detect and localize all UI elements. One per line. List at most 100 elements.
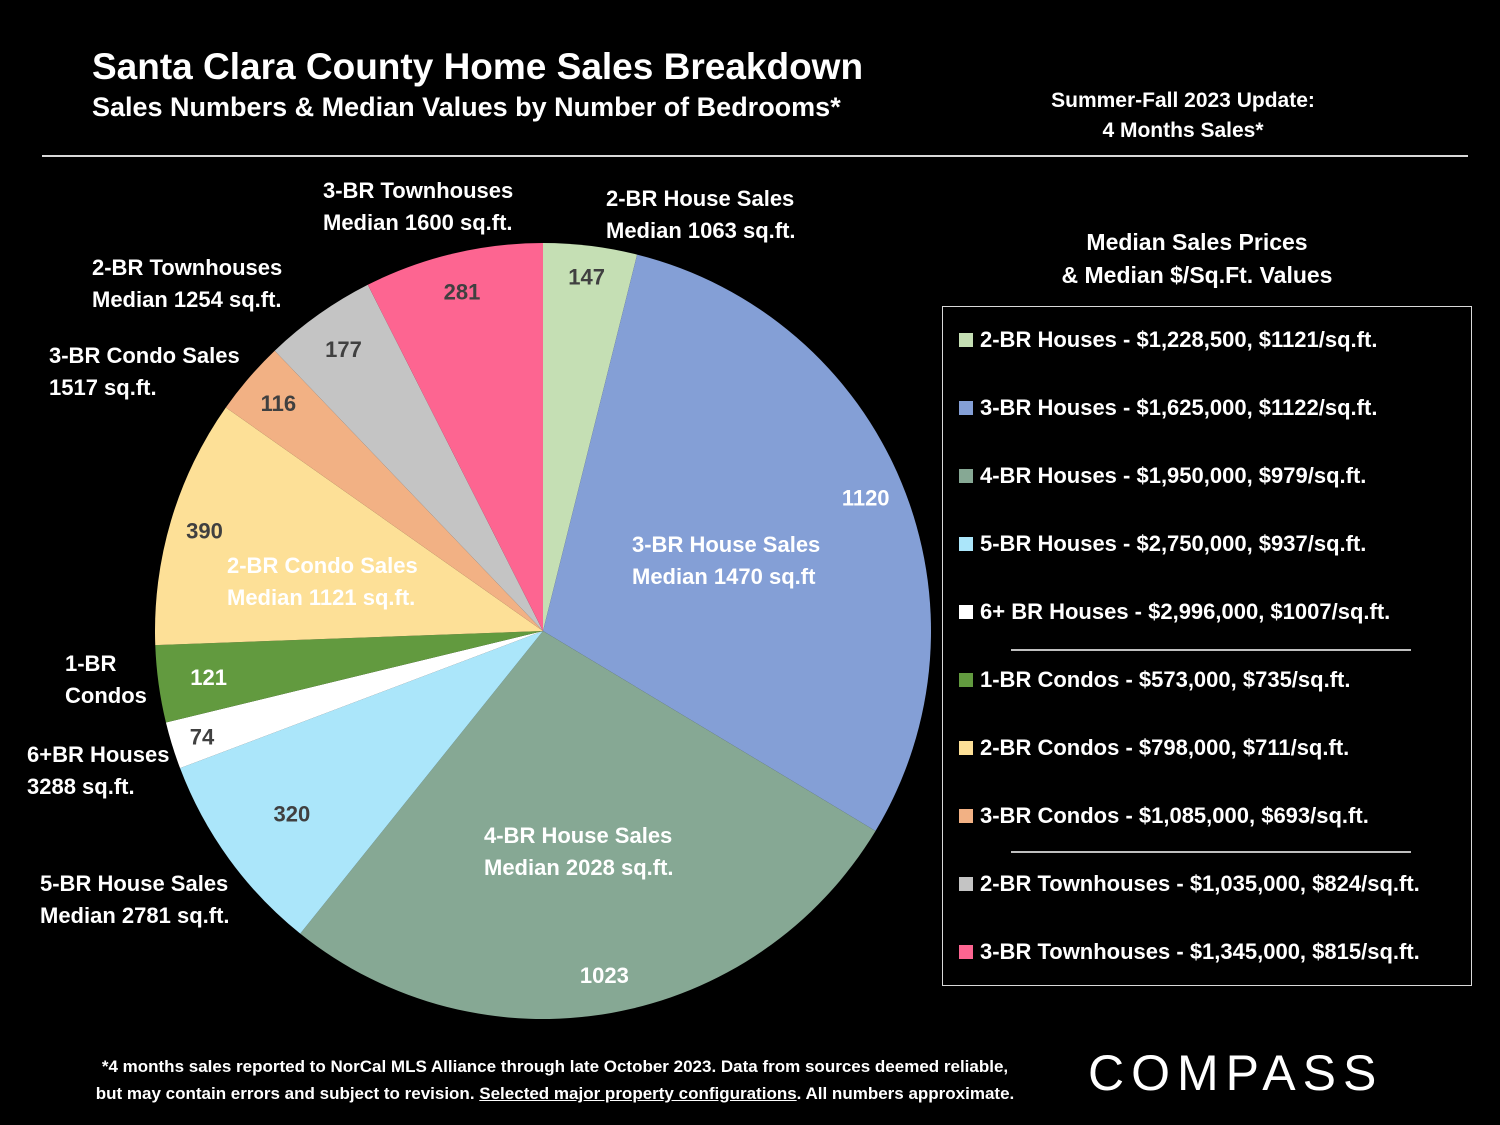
pie-slice-1br-condo bbox=[155, 631, 544, 723]
legend-item-3br-townhouses: 3-BR Townhouses - $1,345,000, $815/sq.ft… bbox=[959, 939, 1420, 965]
legend-item-label: 6+ BR Houses - $2,996,000, $1007/sq.ft. bbox=[980, 599, 1391, 624]
legend-item-5br-houses: 5-BR Houses - $2,750,000, $937/sq.ft. bbox=[959, 531, 1366, 557]
update-line-2: 4 Months Sales* bbox=[1102, 119, 1264, 142]
pie-value-1br-condo: 121 bbox=[190, 665, 227, 690]
pie-label-3br-townhouse: 3-BR Townhouses Median 1600 sq.ft. bbox=[323, 178, 513, 235]
pie-label-line: 3-BR House Sales bbox=[632, 532, 820, 557]
pie-label-5br-house: 5-BR House Sales Median 2781 sq.ft. bbox=[40, 871, 230, 928]
pie-slice-3br-house bbox=[543, 254, 931, 831]
footnote-link[interactable]: Selected major property configurations bbox=[479, 1084, 797, 1103]
update-note: Summer-Fall 2023 Update: 4 Months Sales* bbox=[1030, 86, 1336, 146]
legend-swatch bbox=[959, 469, 973, 483]
pie-label-line: 2-BR Townhouses bbox=[92, 255, 282, 280]
pie-value-6br-house: 74 bbox=[190, 724, 215, 749]
pie-label-3br-condo: 3-BR Condo Sales 1517 sq.ft. bbox=[49, 343, 240, 400]
pie-label-line: 4-BR House Sales bbox=[484, 823, 672, 848]
pie-label-2br-house: 2-BR House Sales Median 1063 sq.ft. bbox=[606, 186, 796, 243]
legend-item-label: 3-BR Houses - $1,625,000, $1122/sq.ft. bbox=[980, 395, 1378, 420]
footnote-text-end: . All numbers approximate. bbox=[796, 1084, 1015, 1103]
legend-swatch bbox=[959, 741, 973, 755]
pie-value-2br-house: 147 bbox=[568, 265, 605, 290]
legend-item-label: 2-BR Townhouses - $1,035,000, $824/sq.ft… bbox=[980, 871, 1420, 896]
pie-label-line: 6+BR Houses bbox=[27, 742, 169, 767]
pie-value-3br-condo: 116 bbox=[261, 391, 297, 416]
legend-swatch bbox=[959, 333, 973, 347]
legend-swatch bbox=[959, 809, 973, 823]
legend-item-label: 1-BR Condos - $573,000, $735/sq.ft. bbox=[980, 667, 1351, 692]
pie-label-6br-house: 6+BR Houses 3288 sq.ft. bbox=[27, 742, 169, 799]
legend-item-label: 2-BR Condos - $798,000, $711/sq.ft. bbox=[980, 735, 1350, 760]
pie-label-line: Median 1470 sq.ft bbox=[632, 564, 816, 589]
legend-divider bbox=[1011, 649, 1411, 651]
legend-item-2br-condos: 2-BR Condos - $798,000, $711/sq.ft. bbox=[959, 735, 1349, 761]
pie-label-line: Median 1600 sq.ft. bbox=[323, 210, 513, 235]
pie-category-labels: 2-BR House Sales Median 1063 sq.ft. 3-BR H… bbox=[27, 178, 820, 928]
footnote: *4 months sales reported to NorCal MLS A… bbox=[40, 1053, 1070, 1107]
legend-item-4br-houses: 4-BR Houses - $1,950,000, $979/sq.ft. bbox=[959, 463, 1366, 489]
compass-logo-text: COMPASS bbox=[1088, 1045, 1384, 1101]
pie-label-line: Median 2781 sq.ft. bbox=[40, 903, 230, 928]
pie-label-line: 3288 sq.ft. bbox=[27, 774, 135, 799]
pie-slice-6br-house bbox=[165, 631, 543, 769]
pie-label-line: Median 1063 sq.ft. bbox=[606, 218, 796, 243]
pie-slice-5br-house bbox=[180, 631, 543, 934]
legend-heading-line-1: Median Sales Prices bbox=[1086, 229, 1308, 255]
legend-item-3br-houses: 3-BR Houses - $1,625,000, $1122/sq.ft. bbox=[959, 395, 1377, 421]
legend-item-3br-condos: 3-BR Condos - $1,085,000, $693/sq.ft. bbox=[959, 803, 1369, 829]
pie-slice-3br-condo bbox=[225, 350, 543, 631]
pie-value-5br-house: 320 bbox=[273, 801, 310, 826]
pie-slice-3br-townhouse bbox=[367, 243, 543, 631]
footnote-text: but may contain errors and subject to re… bbox=[95, 1084, 480, 1103]
pie-label-line: 2-BR Condo Sales bbox=[227, 553, 418, 578]
legend-item-label: 3-BR Townhouses - $1,345,000, $815/sq.ft… bbox=[980, 939, 1420, 964]
legend-item-label: 5-BR Houses - $2,750,000, $937/sq.ft. bbox=[980, 531, 1367, 556]
pie-label-line: 1517 sq.ft. bbox=[49, 375, 157, 400]
legend-heading: Median Sales Prices & Median $/Sq.Ft. Va… bbox=[1040, 226, 1354, 292]
legend-item-label: 3-BR Condos - $1,085,000, $693/sq.ft. bbox=[980, 803, 1369, 828]
pie-label-2br-townhouse: 2-BR Townhouses Median 1254 sq.ft. bbox=[92, 255, 282, 312]
pie-slice-2br-house bbox=[543, 243, 638, 631]
legend-swatch bbox=[959, 537, 973, 551]
footnote-line-2: but may contain errors and subject to re… bbox=[40, 1080, 1070, 1107]
pie-label-2br-condo: 2-BR Condo Sales Median 1121 sq.ft. bbox=[227, 553, 418, 610]
pie-value-2br-townhouse: 177 bbox=[325, 337, 362, 362]
pie-slice-2br-townhouse bbox=[274, 284, 543, 631]
compass-logo: COMPASS bbox=[1088, 1044, 1383, 1102]
legend-item-label: 4-BR Houses - $1,950,000, $979/sq.ft. bbox=[980, 463, 1367, 488]
legend-swatch bbox=[959, 401, 973, 415]
pie-label-line: Condos bbox=[65, 683, 147, 708]
legend-item-2br-townhouses: 2-BR Townhouses - $1,035,000, $824/sq.ft… bbox=[959, 871, 1420, 897]
update-line-1: Summer-Fall 2023 Update: bbox=[1051, 89, 1315, 112]
legend-divider bbox=[1011, 851, 1411, 853]
legend-box: 2-BR Houses - $1,228,500, $1121/sq.ft. 3… bbox=[942, 306, 1472, 986]
legend-item-1br-condos: 1-BR Condos - $573,000, $735/sq.ft. bbox=[959, 667, 1350, 693]
legend-swatch bbox=[959, 945, 973, 959]
pie-label-line: 1-BR bbox=[65, 651, 116, 676]
pie-label-line: 2-BR House Sales bbox=[606, 186, 794, 211]
pie-value-3br-house: 1120 bbox=[842, 486, 890, 511]
pie-label-3br-house: 3-BR House Sales Median 1470 sq.ft bbox=[632, 532, 820, 589]
legend-swatch bbox=[959, 673, 973, 687]
pie-value-labels: 147 1120 1023 320 74 121 390 116 177 281 bbox=[186, 265, 889, 988]
pie-label-1br-condo: 1-BR Condos bbox=[65, 651, 147, 708]
legend-item-6br-houses: 6+ BR Houses - $2,996,000, $1007/sq.ft. bbox=[959, 599, 1390, 625]
pie-label-line: 3-BR Townhouses bbox=[323, 178, 513, 203]
pie-label-line: 3-BR Condo Sales bbox=[49, 343, 240, 368]
pie-value-2br-condo: 390 bbox=[186, 518, 223, 543]
legend-swatch bbox=[959, 605, 973, 619]
legend-item-2br-houses: 2-BR Houses - $1,228,500, $1121/sq.ft. bbox=[959, 327, 1377, 353]
legend-item-label: 2-BR Houses - $1,228,500, $1121/sq.ft. bbox=[980, 327, 1378, 352]
legend-swatch bbox=[959, 877, 973, 891]
pie-slice-2br-condo bbox=[154, 407, 543, 646]
footnote-line-1: *4 months sales reported to NorCal MLS A… bbox=[101, 1057, 1009, 1076]
pie-slice-4br-house bbox=[300, 631, 876, 1019]
pie-label-line: Median 1121 sq.ft. bbox=[227, 585, 415, 610]
pie-label-line: Median 1254 sq.ft. bbox=[92, 287, 282, 312]
header-divider bbox=[42, 155, 1468, 157]
legend-heading-line-2: & Median $/Sq.Ft. Values bbox=[1061, 262, 1333, 288]
pie-value-3br-townhouse: 281 bbox=[444, 279, 481, 304]
pie-label-line: 5-BR House Sales bbox=[40, 871, 228, 896]
chart-subtitle: Sales Numbers & Median Values by Number … bbox=[92, 92, 841, 122]
pie-label-line: Median 2028 sq.ft. bbox=[484, 855, 674, 880]
